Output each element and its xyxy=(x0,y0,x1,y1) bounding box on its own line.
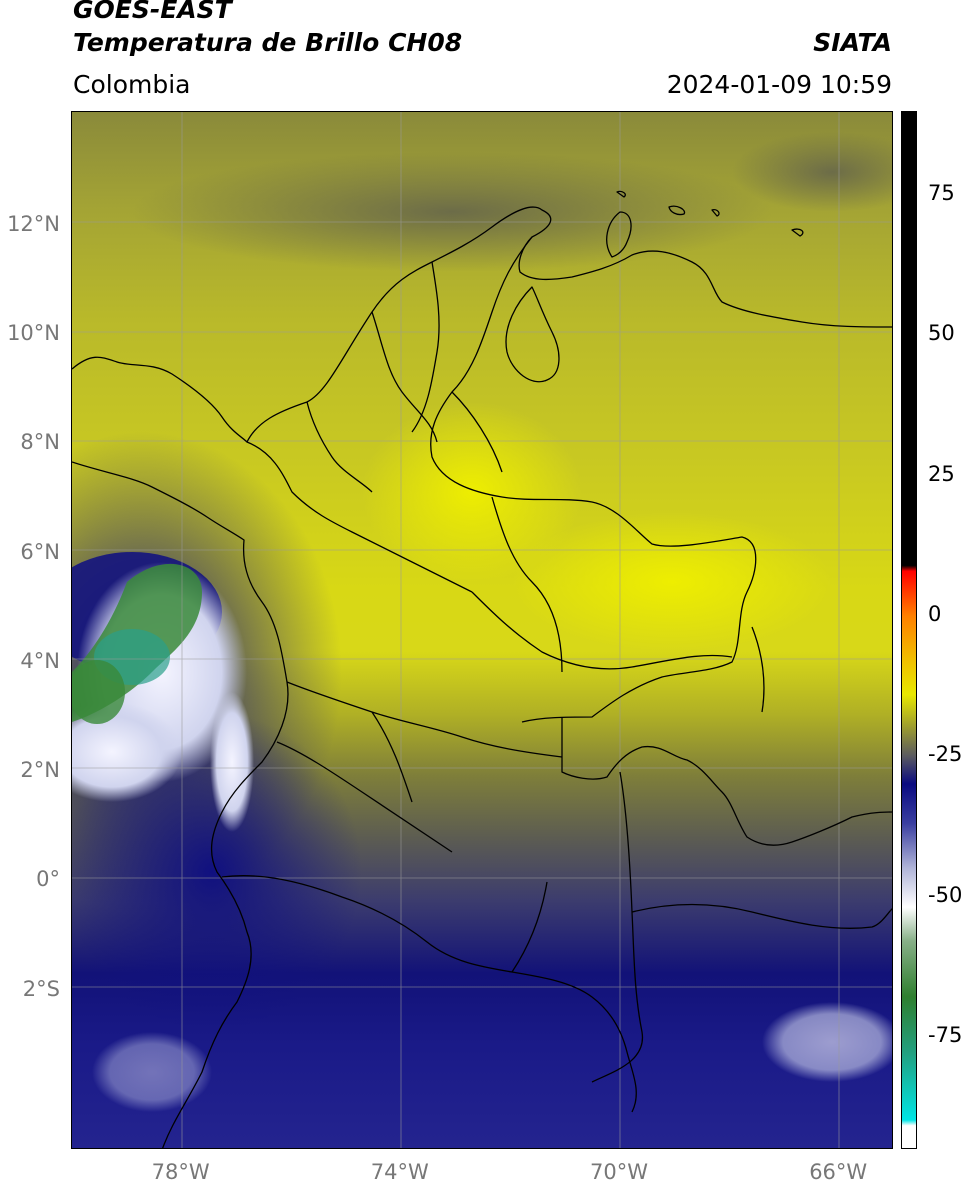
lon-label: 70°W xyxy=(590,1160,648,1184)
satellite-title: GOES-EAST xyxy=(73,0,232,24)
colorbar-tick-label: 25 xyxy=(928,461,955,486)
lat-label: 0° xyxy=(36,867,60,892)
colorbar-tick-label: -25 xyxy=(928,742,963,767)
colorbar xyxy=(901,111,917,1149)
datetime-label: 2024-01-09 10:59 xyxy=(666,70,892,99)
lat-label: 2°S xyxy=(22,976,60,1001)
region-label: Colombia xyxy=(73,70,191,99)
colorbar-tick-label: 0 xyxy=(928,601,942,626)
lat-label: 8°N xyxy=(20,430,60,455)
colorbar-tick-label: -50 xyxy=(928,882,963,907)
organization-label: SIATA xyxy=(813,28,892,57)
lat-label: 6°N xyxy=(20,539,60,564)
colorbar-tick-label: 75 xyxy=(928,181,955,206)
lat-label: 10°N xyxy=(7,320,60,345)
product-title: Temperatura de Brillo CH08 xyxy=(73,28,463,57)
lon-label: 74°W xyxy=(370,1160,429,1184)
lat-label: 2°N xyxy=(20,758,60,783)
colorbar-tick-label: -75 xyxy=(928,1022,963,1047)
lon-label: 78°W xyxy=(151,1160,210,1184)
lat-label: 4°N xyxy=(20,648,60,673)
colorbar-tick-label: 50 xyxy=(928,321,955,346)
satellite-map[interactable] xyxy=(71,111,893,1149)
lon-label: 66°W xyxy=(809,1160,868,1184)
lat-label: 12°N xyxy=(7,211,60,236)
